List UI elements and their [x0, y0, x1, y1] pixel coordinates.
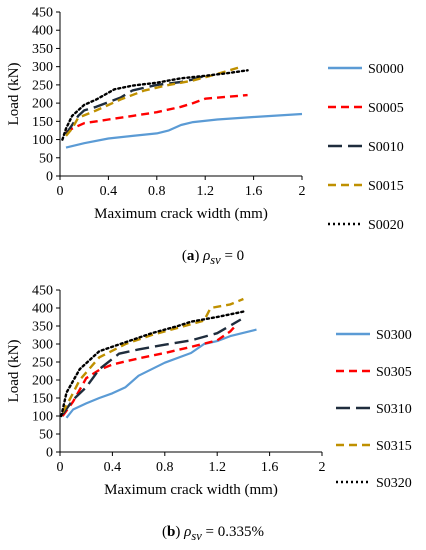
caption-b-sub: sv	[191, 529, 202, 543]
y-tick-label: 450	[32, 6, 53, 21]
caption-a-value: = 0	[220, 248, 245, 264]
series-line-s0320	[60, 310, 245, 418]
y-tick-label: 300	[32, 60, 53, 75]
x-axis-label: Maximum crack width (mm)	[94, 206, 268, 222]
y-tick-label: 200	[32, 97, 53, 112]
x-tick-label: 1.6	[261, 460, 279, 475]
caption-a-symbol: ρ	[203, 248, 211, 264]
series-line-s0300	[65, 328, 257, 419]
caption-a: (a) ρsv = 0	[181, 248, 245, 267]
x-tick-label: 1.6	[245, 184, 263, 199]
x-tick-label: 0.4	[104, 460, 122, 475]
legend-label-s0300: S0300	[376, 328, 412, 343]
y-tick-label: 100	[32, 410, 53, 425]
x-tick-label: 1.2	[196, 184, 214, 199]
series-line-s0015	[65, 65, 242, 137]
y-tick-label: 50	[39, 428, 53, 443]
series-line-s0010	[65, 74, 206, 135]
legend-label-s0000: S0000	[368, 62, 404, 77]
caption-b: (b) ρsv = 0.335%	[162, 524, 264, 543]
legend-label-s0310: S0310	[376, 402, 412, 417]
y-tick-label: 350	[32, 320, 53, 335]
x-tick-label: 0	[57, 460, 64, 475]
x-tick-label: 0.8	[148, 184, 166, 199]
x-tick-label: 2	[299, 184, 306, 199]
series-line-s0000	[65, 112, 303, 149]
series-line-s0310	[61, 318, 242, 415]
x-tick-label: 0	[57, 184, 64, 199]
y-tick-label: 200	[32, 374, 53, 389]
legend-label-s0315: S0315	[376, 439, 412, 454]
y-tick-label: 250	[32, 356, 53, 371]
caption-b-value: = 0.335%	[201, 524, 264, 540]
y-tick-label: 0	[46, 446, 53, 461]
y-tick-label: 450	[32, 284, 53, 299]
series-line-s0315	[61, 297, 244, 413]
x-tick-label: 1.2	[208, 460, 226, 475]
series-line-s0305	[61, 323, 238, 417]
legend-label-s0015: S0015	[368, 179, 404, 194]
y-tick-label: 150	[32, 115, 53, 130]
y-tick-label: 150	[32, 392, 53, 407]
chart-b: 0 50 100 150 200 250 300 350 400 450 0 0.4 0.8 1.2 1.6…	[6, 284, 412, 499]
y-tick-label: 250	[32, 78, 53, 93]
y-tick-label: 0	[46, 170, 53, 185]
legend-label-s0320: S0320	[376, 476, 412, 491]
legend-label-s0010: S0010	[368, 140, 404, 155]
caption-b-symbol: ρ	[184, 524, 192, 540]
x-tick-label: 2	[319, 460, 326, 475]
series-line-s0005	[65, 93, 248, 134]
caption-a-sub: sv	[210, 253, 221, 267]
legend-label-s0005: S0005	[368, 101, 404, 116]
y-axis-label: Load (kN)	[6, 63, 22, 126]
x-tick-label: 0.4	[100, 184, 118, 199]
y-axis-label: Load (kN)	[6, 340, 22, 403]
chart-a: 0 50 100 150 200 250 300 350 400 450 0 0.4 0.8 1.2 1.6…	[6, 6, 404, 234]
x-axis-label: Maximum crack width (mm)	[104, 482, 278, 498]
y-tick-label: 350	[32, 42, 53, 57]
y-tick-label: 400	[32, 24, 53, 39]
y-tick-label: 100	[32, 133, 53, 148]
caption-b-letter: b	[167, 524, 176, 540]
legend-label-s0305: S0305	[376, 365, 412, 380]
y-tick-label: 50	[39, 151, 53, 166]
caption-a-letter: a	[186, 248, 195, 264]
x-tick-label: 0.8	[156, 460, 174, 475]
legend-label-s0020: S0020	[368, 218, 404, 233]
y-tick-label: 400	[32, 302, 53, 317]
y-tick-label: 300	[32, 338, 53, 353]
series-line-s0020	[61, 69, 249, 141]
